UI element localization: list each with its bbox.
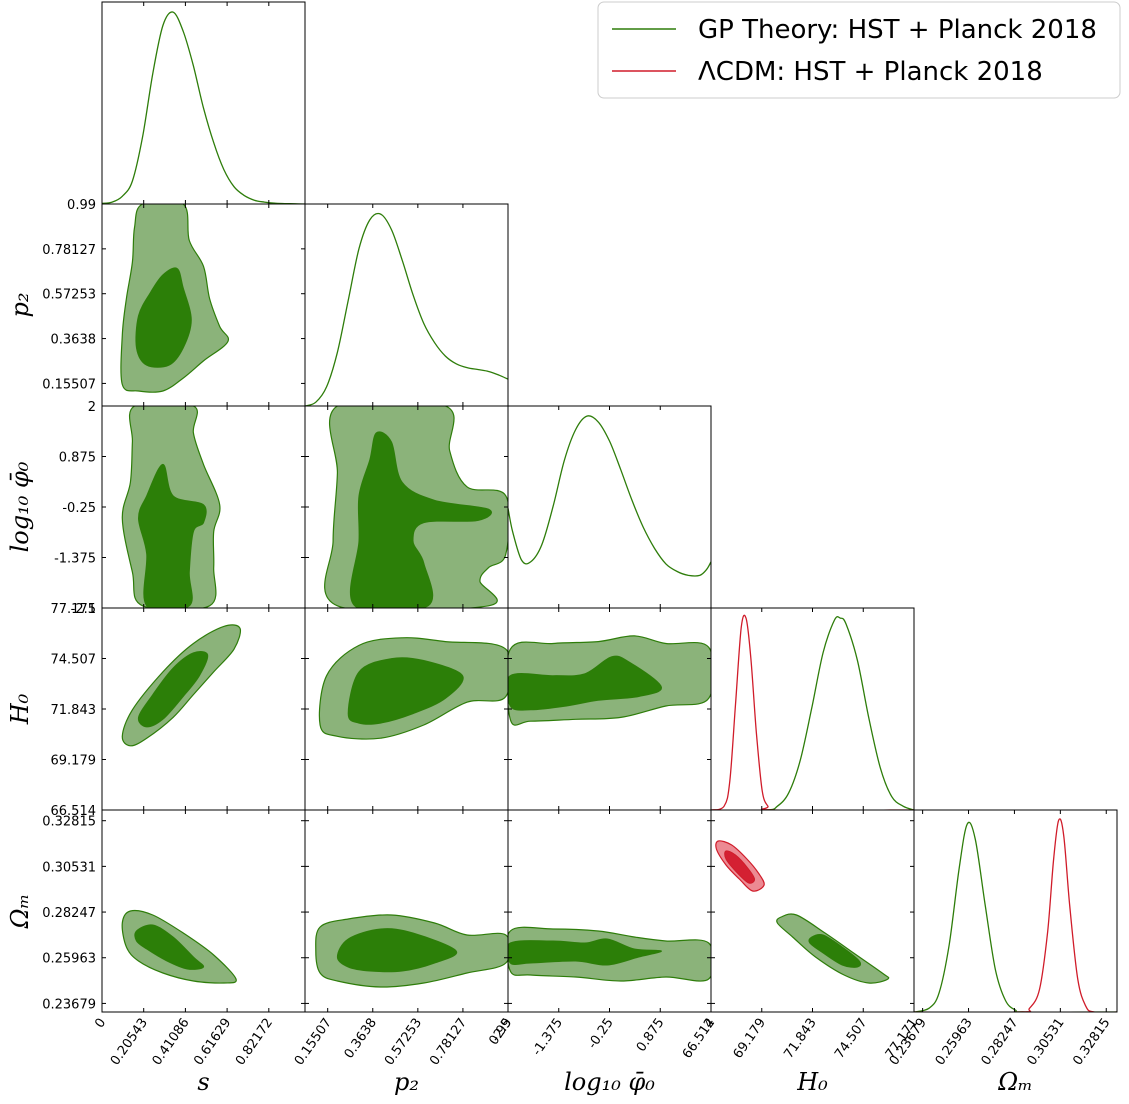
x-tick-label-logphi: -1.375 [530,1016,566,1059]
contour-p2-logphi-gp [324,406,508,608]
contour-68-gp [508,655,662,711]
contour-logphi-Om-gp [508,926,711,982]
marginal-H0 [711,614,914,810]
marginal-curve-p2-0 [305,212,508,406]
x-axis-label-H0: H₀ [796,1068,828,1096]
contour-68-gp [508,938,662,966]
y-tick-label-logphi: -1.375 [54,552,96,567]
x-tick-label-logphi: 0.875 [634,1016,668,1055]
contour-s-H0-gp [121,624,242,747]
x-tick-label-H0: 66.514 [680,1016,718,1062]
panel-frame-Om-Om [913,809,1118,1013]
legend: GP Theory: HST + Planck 2018 ΛCDM: HST +… [597,1,1121,99]
x-tick-label-p2: 0.3638 [342,1016,380,1062]
y-tick-label-Om: 0.32815 [42,815,96,830]
y-axis-label-logphi: log₁₀ φ̄₀ [6,461,34,552]
contour-s-Om-gp [121,909,237,984]
y-tick-label-H0: 71.843 [51,703,97,718]
contour-68-gp [134,924,205,970]
y-tick-label-logphi: 2 [88,400,96,415]
x-axis-label-Om: Ωₘ [997,1068,1033,1096]
y-tick-label-H0: 74.507 [51,652,97,667]
contour-68-gp [137,651,209,728]
x-tick-label-Om: 0.32815 [1070,1016,1113,1069]
contour-p2-H0-gp [318,637,508,740]
x-tick-label-Om: 0.28247 [979,1016,1022,1069]
contour-68-lcdm [724,850,756,884]
contour-logphi-H0-gp [508,635,711,726]
contour-s-logphi-gp [121,406,221,608]
x-tick-label-s: 0.41086 [150,1016,193,1069]
y-tick-label-logphi: 0.875 [59,451,96,466]
y-tick-label-Om: 0.30531 [42,860,96,875]
marginal-curve-Om-1 [914,818,1117,1012]
contour-68-gp [347,657,464,725]
x-tick-label-s: 0.61629 [191,1016,234,1069]
marginal-logphi [508,415,711,577]
panel-frame-s-s [101,1,306,205]
y-tick-label-p2: 0.57253 [42,288,96,303]
x-axis-label-logphi: log₁₀ φ̄₀ [564,1068,655,1096]
y-tick-label-Om: 0.23679 [42,997,96,1012]
y-tick-label-p2: 0.99 [67,198,96,213]
x-tick-label-s: 0.20543 [108,1016,151,1069]
legend-frame [597,1,1121,99]
marginal-p2 [305,212,508,406]
x-axis-label-s: s [197,1068,209,1096]
y-tick-label-H0: 69.179 [51,753,97,768]
contour-68-gp [350,431,492,608]
marginal-curve-Om-0 [914,821,1117,1012]
contour-s-p2-gp [120,204,230,393]
y-tick-label-p2: 0.78127 [42,243,96,258]
x-tick-label-s: 0 [92,1016,109,1031]
x-tick-label-p2: 0.78127 [427,1016,470,1069]
x-tick-label-H0: 71.843 [781,1016,819,1062]
y-tick-label-Om: 0.28247 [42,906,96,921]
marginal-s [102,11,305,204]
x-tick-label-Om: 0.30531 [1024,1016,1067,1069]
contour-68-gp [137,463,207,608]
legend-label-lcdm: ΛCDM: HST + Planck 2018 [698,57,1043,87]
y-tick-label-Om: 0.25963 [42,952,96,967]
y-tick-label-p2: 0.15507 [42,377,96,392]
contour-68-gp [336,928,458,973]
x-tick-label-H0: 74.507 [832,1016,870,1062]
y-tick-label-p2: 0.3638 [51,333,97,348]
marginal-curve-logphi-0 [508,415,711,577]
y-axis-label-H0: H₀ [6,693,34,725]
marginal-curve-H0-0 [711,616,914,810]
panel-frame-logphi-logphi [507,405,712,609]
panel-frame-H0-Om [710,809,915,1013]
marginal-curve-s-0 [102,11,305,204]
x-tick-label-p2: 0.15507 [292,1016,335,1069]
marginal-Om [914,818,1117,1012]
y-axis-label-Om: Ωₘ [6,894,34,930]
contour-H0-Om-gp [776,913,890,984]
y-tick-label-H0: 77.171 [51,602,97,617]
x-tick-label-logphi: -0.25 [585,1016,617,1052]
panel-frame-p2-p2 [304,203,509,407]
x-axis-label-p2: p₂ [394,1068,419,1096]
contour-68-gp [135,267,192,368]
x-tick-label-Om: 0.25963 [933,1016,976,1069]
y-tick-label-logphi: -2.5 [71,602,96,617]
y-tick-label-logphi: -0.25 [62,501,96,516]
y-tick-label-H0: 66.514 [51,804,97,819]
contour-H0-Om-lcdm [715,840,765,892]
y-axis-label-p2: p₂ [6,293,34,318]
legend-label-gp: GP Theory: HST + Planck 2018 [698,15,1097,45]
x-tick-label-H0: 69.179 [731,1016,769,1062]
contour-p2-Om-gp [315,914,508,988]
x-tick-label-p2: 0.57253 [382,1016,425,1069]
marginal-curve-H0-1 [711,614,914,810]
contour-68-gp [808,933,862,968]
panels-layer: 0.155070.36380.572530.781270.99p₂-2.5-1.… [6,1,1118,1096]
x-tick-label-s: 0.82172 [233,1016,276,1069]
panel-frame-logphi-Om [507,809,712,1013]
